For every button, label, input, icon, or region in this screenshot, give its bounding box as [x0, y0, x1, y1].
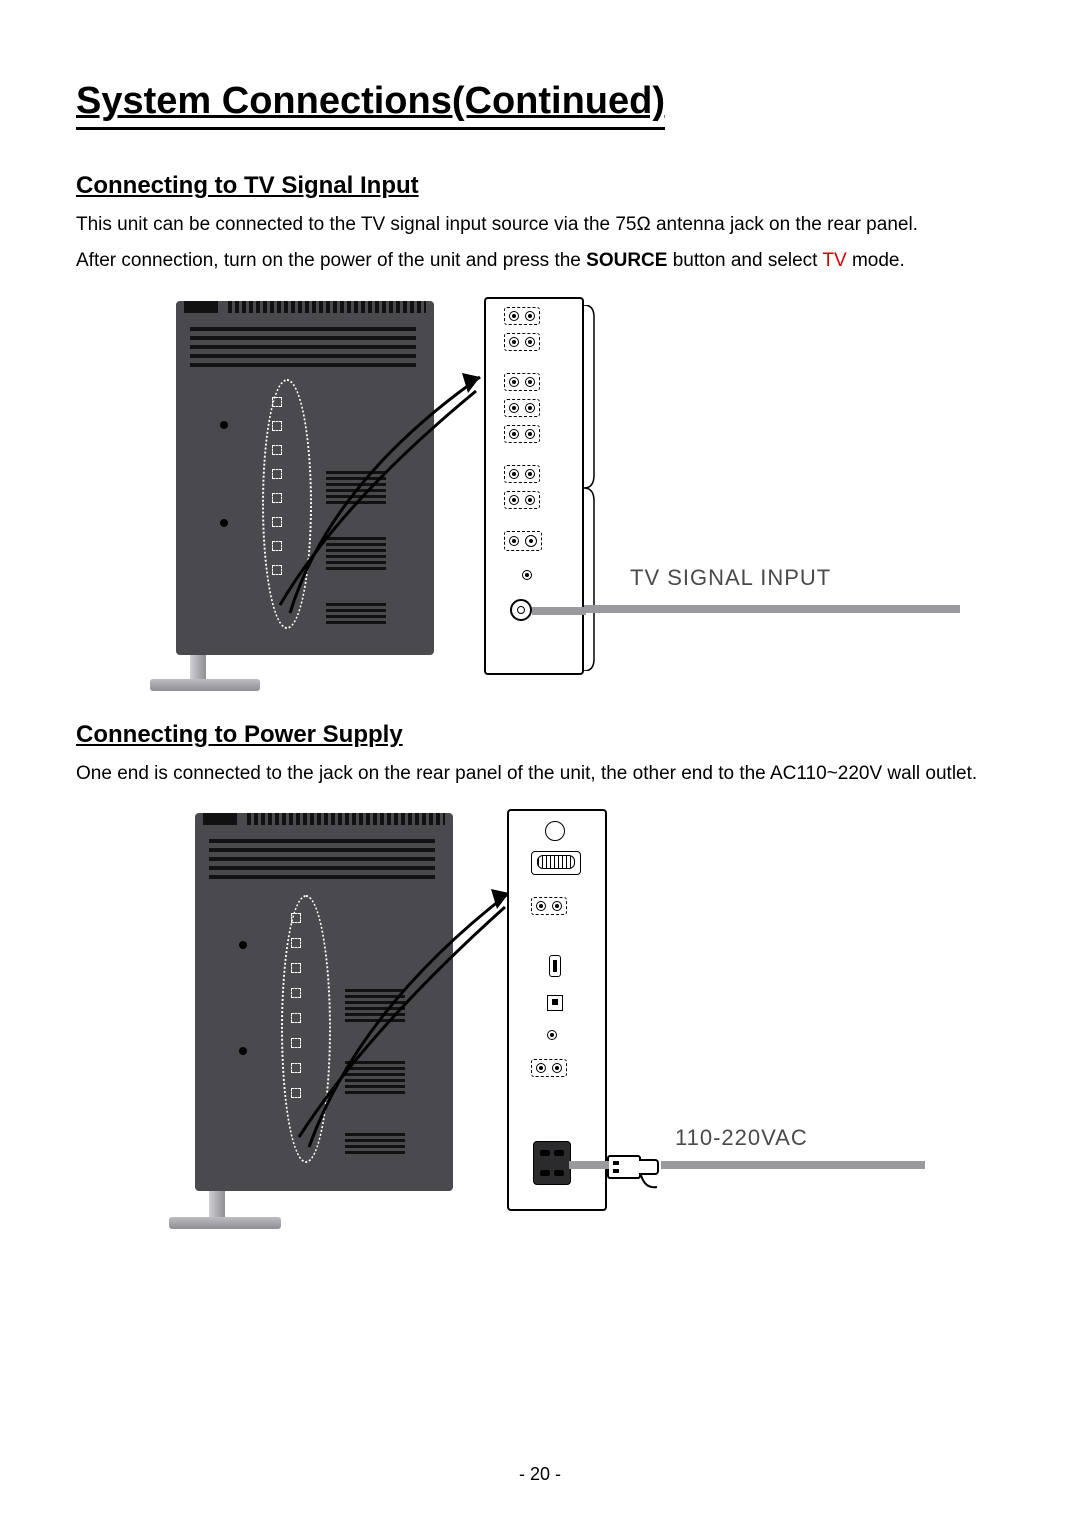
section2-heading: Connecting to Power Supply	[76, 721, 1004, 749]
page-title: System Connections(Continued)	[76, 80, 665, 130]
power-cable	[661, 1161, 925, 1169]
screw-icon	[220, 519, 228, 527]
connector-panel	[507, 809, 607, 1211]
tv-mode-ref: TV	[822, 250, 846, 271]
screw-icon	[220, 421, 228, 429]
signal-cable	[584, 605, 960, 613]
connector-panel	[484, 297, 584, 675]
arrow-icon	[270, 363, 510, 623]
page-number: - 20 -	[0, 1464, 1080, 1485]
figure-power-supply: 110-220VAC	[155, 809, 925, 1239]
section1-para2-pre: After connection, turn on the power of t…	[76, 250, 586, 271]
tv-stand-base	[169, 1217, 281, 1229]
figure1-label: TV SIGNAL INPUT	[630, 565, 831, 591]
section1-para2-mid: button and select	[667, 250, 822, 271]
screw-icon	[239, 1047, 247, 1055]
section1-para2: After connection, turn on the power of t…	[76, 246, 1004, 276]
arrow-icon	[289, 879, 539, 1159]
tv-stand-base	[150, 679, 260, 691]
section2-para1: One end is connected to the jack on the …	[76, 759, 1004, 789]
figure-tv-signal: TV SIGNAL INPUT	[120, 297, 960, 697]
screw-icon	[239, 941, 247, 949]
power-cable	[569, 1161, 609, 1169]
section1-para2-post: mode.	[847, 250, 905, 271]
figure2-label: 110-220VAC	[675, 1125, 808, 1151]
figure1-wrap: TV SIGNAL INPUT	[76, 297, 1004, 697]
power-plug	[607, 1149, 661, 1185]
section1-para1: This unit can be connected to the TV sig…	[76, 210, 1004, 240]
source-button-ref: SOURCE	[586, 250, 667, 271]
figure2-wrap: 110-220VAC	[76, 809, 1004, 1239]
tv-stand-neck	[209, 1191, 225, 1219]
tv-stand-neck	[190, 655, 206, 681]
section1-heading: Connecting to TV Signal Input	[76, 172, 1004, 200]
